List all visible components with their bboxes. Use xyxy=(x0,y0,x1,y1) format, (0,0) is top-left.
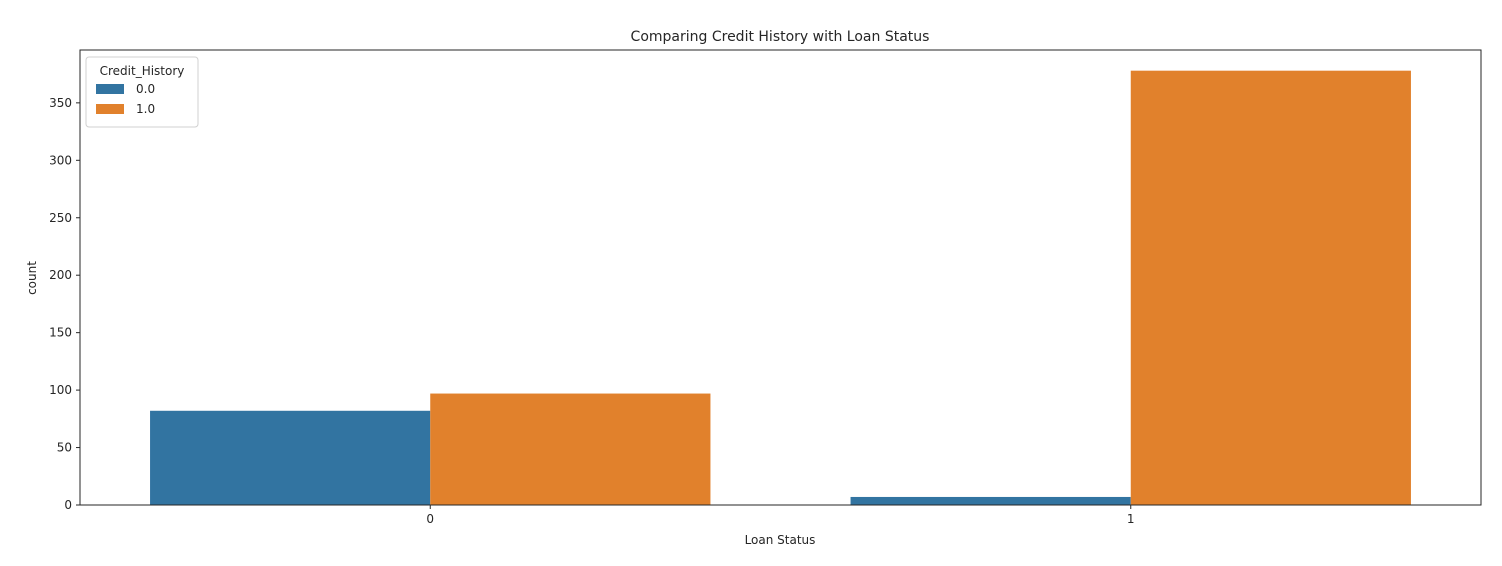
legend-label-0: 0.0 xyxy=(136,82,155,96)
bars-layer xyxy=(150,70,1411,505)
y-tick-label: 150 xyxy=(49,326,72,340)
y-tick-label: 0 xyxy=(64,498,72,512)
legend-items: 0.01.0 xyxy=(96,82,155,116)
bar-series-1-cat-0 xyxy=(430,393,711,505)
bar-series-0-cat-0 xyxy=(150,410,431,505)
plot-frame xyxy=(79,49,1482,506)
y-tick-label: 350 xyxy=(49,96,72,110)
axes-layer: 0 50 100 150 200 250 300 350 0 1 xyxy=(49,49,1482,526)
legend-swatch-0 xyxy=(96,84,124,94)
y-tick-label: 200 xyxy=(49,268,72,282)
y-tick-label: 50 xyxy=(57,441,72,455)
x-axis-label: Loan Status xyxy=(745,533,816,547)
y-tick-label: 300 xyxy=(49,153,72,167)
x-tick-label: 0 xyxy=(426,512,434,526)
bar-series-1-cat-1 xyxy=(1130,70,1411,505)
chart-title: Comparing Credit History with Loan Statu… xyxy=(631,29,930,45)
x-tick-label: 1 xyxy=(1127,512,1135,526)
legend-title: Credit_History xyxy=(100,64,185,78)
y-tick-label: 250 xyxy=(49,211,72,225)
legend-swatch-1 xyxy=(96,104,124,114)
y-axis-label: count xyxy=(25,261,39,295)
y-tick-label: 100 xyxy=(49,383,72,397)
legend-label-1: 1.0 xyxy=(136,102,155,116)
bar-series-0-cat-1 xyxy=(850,496,1131,505)
legend: Credit_History 0.01.0 xyxy=(85,56,199,128)
